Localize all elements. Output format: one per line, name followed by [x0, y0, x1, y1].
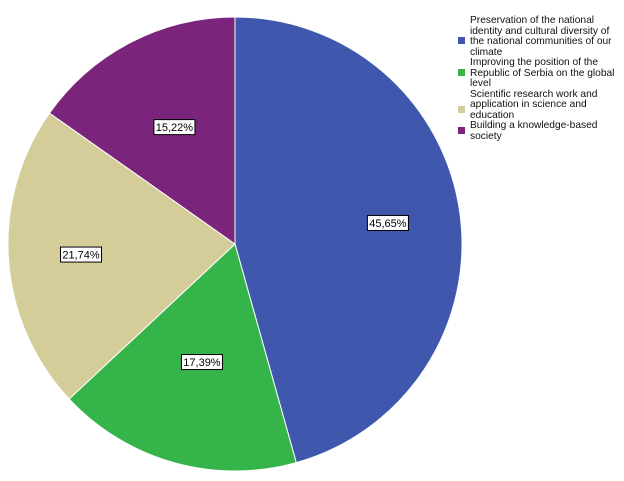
legend-swatch-improving: [458, 69, 465, 76]
legend-swatch-scientific: [458, 105, 465, 113]
data-label-knowledge: 15,22%: [153, 119, 196, 136]
slice-scientific: [7, 112, 236, 400]
legend-label-preservation: Preservation of the national identity an…: [470, 15, 612, 58]
legend: Preservation of the national identity an…: [458, 15, 624, 142]
legend-swatch-preservation: [458, 37, 465, 44]
legend-item-knowledge: Building a knowledge-based society: [458, 120, 624, 142]
legend-swatch-knowledge: [458, 127, 465, 134]
legend-item-scientific: Scientific research work and application…: [458, 88, 624, 122]
legend-label-knowledge: Building a knowledge-based society: [470, 120, 598, 142]
svg-text:45,65%: 45,65%: [369, 218, 407, 230]
slice-preservation: [234, 16, 463, 464]
legend-label-improving: Improving the position of the Republic o…: [470, 57, 615, 89]
svg-text:17,39%: 17,39%: [183, 357, 221, 369]
data-label-improving: 17,39%: [180, 354, 223, 371]
svg-text:21,74%: 21,74%: [62, 250, 100, 262]
legend-item-preservation: Preservation of the national identity an…: [458, 15, 624, 58]
svg-text:15,22%: 15,22%: [156, 122, 194, 134]
data-label-scientific: 21,74%: [60, 246, 103, 263]
legend-label-scientific: Scientific research work and application…: [470, 88, 598, 121]
slice-knowledge: [48, 16, 236, 245]
data-label-preservation: 45,65%: [366, 214, 409, 231]
legend-item-improving: Improving the position of the Republic o…: [458, 57, 624, 90]
